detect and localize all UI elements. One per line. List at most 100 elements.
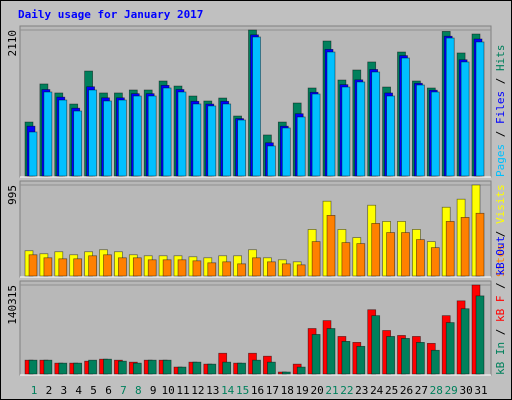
bar xyxy=(43,257,53,277)
x-tick-label: 4 xyxy=(75,384,82,397)
bar xyxy=(356,243,366,277)
bar xyxy=(401,57,410,177)
bar xyxy=(416,84,425,177)
bar xyxy=(296,366,306,375)
x-tick-label: 5 xyxy=(90,384,97,397)
bar xyxy=(356,81,366,177)
legend-entry: Files xyxy=(494,91,507,124)
x-tick-label: 9 xyxy=(150,384,157,397)
bar xyxy=(252,257,261,277)
bar xyxy=(222,103,232,177)
bar xyxy=(118,99,127,177)
bar xyxy=(341,242,351,277)
bar xyxy=(267,145,276,177)
bar xyxy=(132,257,142,277)
bar xyxy=(88,255,97,277)
bar xyxy=(88,89,97,177)
bar xyxy=(222,261,232,277)
bar xyxy=(356,345,366,375)
bar xyxy=(430,349,440,375)
x-tick-label: 31 xyxy=(474,384,487,397)
bar xyxy=(281,371,291,375)
bar xyxy=(192,103,202,177)
bar xyxy=(73,362,83,375)
bar xyxy=(326,51,336,177)
bar xyxy=(475,212,485,277)
bar xyxy=(207,262,217,277)
bar xyxy=(252,359,261,375)
bar xyxy=(28,131,38,177)
x-tick-label: 12 xyxy=(191,384,204,397)
bar xyxy=(103,254,112,277)
y-tick-label: 995 xyxy=(6,185,19,205)
bar xyxy=(475,41,485,177)
bar xyxy=(43,91,53,177)
bar xyxy=(88,359,97,375)
bar xyxy=(132,362,142,375)
x-tick-label: 1 xyxy=(31,384,38,397)
bar xyxy=(103,100,112,177)
bar xyxy=(207,363,217,375)
x-tick-label: 14 xyxy=(221,384,235,397)
bar xyxy=(132,95,142,177)
bar xyxy=(386,232,395,277)
bar xyxy=(281,263,291,277)
x-tick-label: 30 xyxy=(459,384,472,397)
x-tick-label: 24 xyxy=(370,384,384,397)
legend-entry: Sites xyxy=(494,244,507,277)
bar xyxy=(267,361,276,375)
bar xyxy=(445,37,455,177)
bar xyxy=(341,341,351,375)
bar xyxy=(460,217,470,277)
x-tick-label: 3 xyxy=(60,384,67,397)
bar xyxy=(311,334,321,375)
x-tick-label: 19 xyxy=(296,384,309,397)
bar xyxy=(311,93,321,177)
legend: kB In / kB F / kB Out xyxy=(494,236,507,375)
legend-entry: kB Out xyxy=(494,236,507,276)
x-tick-label: 27 xyxy=(415,384,428,397)
bar xyxy=(460,61,470,177)
bar xyxy=(430,247,440,277)
x-tick-label: 13 xyxy=(206,384,219,397)
legend-separator: / xyxy=(494,322,507,342)
legend: Pages / Files / Hits xyxy=(494,45,507,178)
bar xyxy=(118,257,127,277)
bar xyxy=(311,241,321,277)
bar xyxy=(58,99,68,177)
bar xyxy=(326,215,336,277)
x-tick-label: 2 xyxy=(46,384,53,397)
legend-entry: Hits xyxy=(494,45,507,72)
x-tick-label: 11 xyxy=(176,384,189,397)
x-tick-label: 8 xyxy=(135,384,142,397)
bar xyxy=(296,116,306,177)
bar xyxy=(207,105,217,177)
bar xyxy=(147,95,157,177)
bar xyxy=(341,86,351,177)
bar xyxy=(267,261,276,277)
bar xyxy=(371,71,381,177)
x-tick-label: 16 xyxy=(251,384,264,397)
bar xyxy=(162,359,172,375)
legend-entry: kB In xyxy=(494,342,507,375)
bar xyxy=(28,254,38,277)
bar xyxy=(371,315,381,375)
bar xyxy=(162,87,172,177)
bar xyxy=(192,361,202,375)
bar xyxy=(162,259,172,277)
bar xyxy=(222,361,232,375)
x-tick-label: 25 xyxy=(385,384,398,397)
bar xyxy=(386,95,395,177)
x-tick-label: 26 xyxy=(400,384,413,397)
bar xyxy=(43,359,53,375)
bar xyxy=(430,91,440,177)
x-tick-label: 15 xyxy=(236,384,249,397)
legend-separator: / xyxy=(494,124,507,144)
x-tick-label: 7 xyxy=(120,384,127,397)
bar xyxy=(192,260,202,277)
bar xyxy=(237,362,246,375)
legend-entry: Pages xyxy=(494,144,507,177)
bar xyxy=(103,358,112,375)
bar xyxy=(371,223,381,277)
